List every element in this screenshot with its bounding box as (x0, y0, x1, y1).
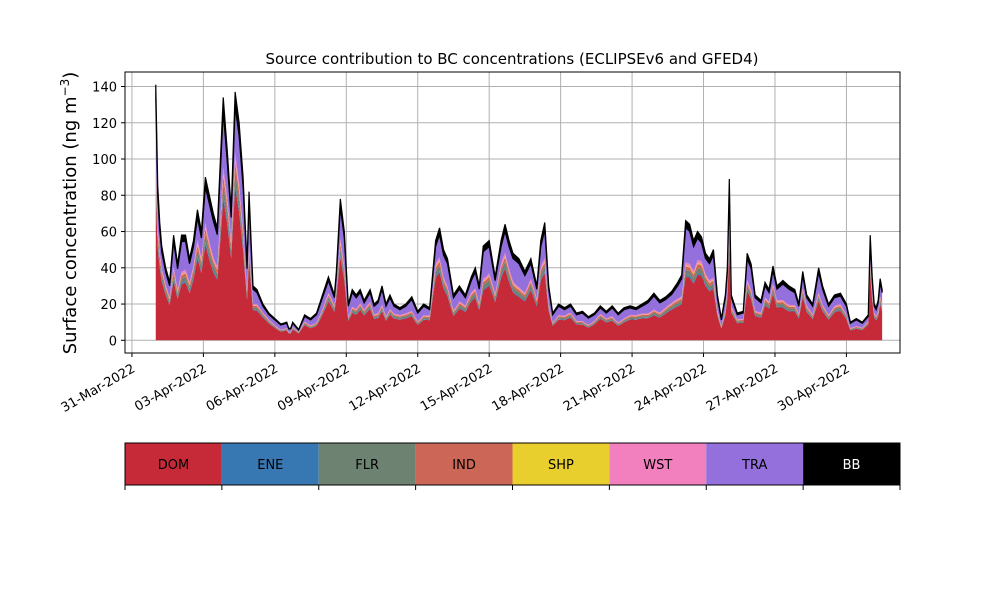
legend-label-bb: BB (843, 458, 861, 473)
stacked-areas (155, 84, 883, 341)
y-tick-label: 100 (92, 153, 117, 168)
area-bb (155, 84, 883, 332)
area-tra (155, 100, 883, 332)
y-axis-label-main: Surface concentration (ng m (60, 96, 81, 354)
y-tick-label: 40 (100, 262, 117, 277)
legend-label-flr: FLR (355, 458, 379, 473)
y-tick-label: 120 (92, 117, 117, 132)
legend-label-ind: IND (452, 458, 476, 473)
legend-swatch-shp (512, 443, 610, 485)
legend-label-tra: TRA (741, 458, 767, 473)
area-dom (155, 187, 883, 341)
axes (124, 71, 901, 354)
y-axis-label-superscript: −3 (58, 79, 72, 97)
legend-label-ene: ENE (257, 458, 283, 473)
y-axis-ticks: 0 20 40 60 80 100 120 140 (92, 81, 125, 349)
plot-frame (124, 71, 901, 354)
legend-swatch-wst (609, 443, 707, 485)
y-axis-label: Surface concentration (ng m−3) (58, 72, 81, 355)
legend-swatch-ind (415, 443, 513, 485)
legend-swatch-bb (803, 443, 900, 485)
y-tick-label: 20 (100, 298, 117, 313)
y-tick-label: 80 (100, 189, 117, 204)
legend-swatch-tra (706, 443, 804, 485)
legend-swatch-flr (318, 443, 416, 485)
y-tick-label: 0 (109, 334, 117, 349)
legend-swatch-dom (125, 443, 222, 485)
y-axis-label-close: ) (60, 72, 81, 79)
colorbar-legend: DOM ENE FLR IND SHP WST TRA BB (124, 442, 901, 490)
y-tick-label: 140 (92, 81, 117, 96)
chart-title: Source contribution to BC concentrations… (265, 50, 758, 68)
legend-label-dom: DOM (158, 458, 189, 473)
legend-label-shp: SHP (548, 458, 574, 473)
legend-label-wst: WST (643, 458, 672, 473)
legend-swatch-ene (221, 443, 319, 485)
y-tick-label: 60 (100, 226, 117, 241)
